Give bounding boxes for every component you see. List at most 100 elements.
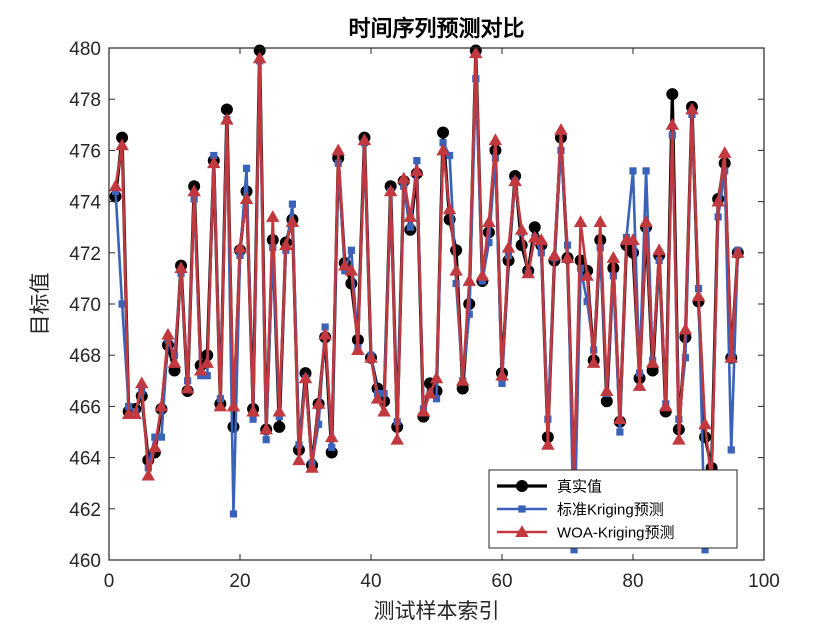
data-point-woa-kriging-pred xyxy=(226,399,241,412)
data-point-woa-kriging-pred xyxy=(626,233,640,245)
data-point-woa-kriging-pred xyxy=(573,215,588,228)
data-point-woa-kriging-pred xyxy=(403,210,418,222)
data-point-woa-kriging-pred xyxy=(357,133,372,146)
y-tick-label: 466 xyxy=(69,397,101,418)
data-point-woa-kriging-pred xyxy=(475,269,490,281)
data-point-kriging-pred xyxy=(727,446,735,454)
data-point-true-values xyxy=(437,126,450,139)
data-point-woa-kriging-pred xyxy=(449,263,463,276)
y-tick-label: 480 xyxy=(69,39,101,60)
data-point-woa-kriging-pred xyxy=(344,263,359,276)
data-point-true-values xyxy=(666,88,679,101)
data-point-woa-kriging-pred xyxy=(600,384,614,396)
data-point-true-values xyxy=(600,395,613,408)
series-line-woa-kriging-pred xyxy=(114,51,740,485)
data-point-woa-kriging-pred xyxy=(266,210,280,222)
data-point-woa-kriging-pred xyxy=(220,112,234,125)
data-point-woa-kriging-pred xyxy=(390,432,404,445)
data-point-woa-kriging-pred xyxy=(672,432,686,445)
data-point-kriging-pred xyxy=(157,433,166,441)
data-point-woa-kriging-pred xyxy=(239,192,254,204)
y-tick-label: 468 xyxy=(69,346,101,367)
data-point-woa-kriging-pred xyxy=(187,184,201,197)
data-point-woa-kriging-pred xyxy=(318,327,332,340)
data-point-woa-kriging-pred xyxy=(586,356,601,368)
data-point-woa-kriging-pred xyxy=(652,243,666,256)
data-point-woa-kriging-pred xyxy=(482,215,496,228)
data-point-woa-kriging-pred xyxy=(613,412,627,425)
legend-marker xyxy=(516,480,528,492)
data-point-woa-kriging-pred xyxy=(377,404,391,417)
data-point-woa-kriging-pred xyxy=(298,371,313,384)
data-point-kriging-pred xyxy=(288,200,297,208)
data-point-kriging-pred xyxy=(262,436,270,444)
data-point-woa-kriging-pred xyxy=(410,164,424,176)
data-point-woa-kriging-pred xyxy=(154,399,169,412)
data-point-woa-kriging-pred xyxy=(128,407,142,420)
data-point-kriging-pred xyxy=(242,164,251,172)
data-point-woa-kriging-pred xyxy=(429,371,444,384)
data-point-woa-kriging-pred xyxy=(331,143,345,156)
data-point-woa-kriging-pred xyxy=(338,258,352,271)
x-tick-label: 20 xyxy=(229,571,250,592)
data-point-woa-kriging-pred xyxy=(521,266,535,279)
data-point-woa-kriging-pred xyxy=(115,138,129,151)
data-point-woa-kriging-pred xyxy=(167,356,182,368)
data-point-woa-kriging-pred xyxy=(252,51,267,64)
y-tick-label: 478 xyxy=(69,90,101,111)
legend-marker xyxy=(515,525,529,537)
data-point-woa-kriging-pred xyxy=(246,404,260,417)
data-point-woa-kriging-pred xyxy=(423,386,437,399)
data-point-woa-kriging-pred xyxy=(324,430,339,443)
data-point-kriging-pred xyxy=(406,223,414,231)
series-layer xyxy=(108,44,745,554)
data-point-woa-kriging-pred xyxy=(665,117,680,130)
data-point-woa-kriging-pred xyxy=(135,376,149,389)
data-point-woa-kriging-pred xyxy=(541,437,555,450)
data-point-woa-kriging-pred xyxy=(724,350,738,363)
y-tick-label: 460 xyxy=(69,551,101,572)
data-point-woa-kriging-pred xyxy=(508,174,522,187)
data-point-woa-kriging-pred xyxy=(207,156,221,169)
data-point-woa-kriging-pred xyxy=(285,215,300,228)
x-axis-title: 测试样本索引 xyxy=(374,600,500,623)
y-tick-label: 470 xyxy=(69,295,101,316)
data-point-kriging-pred xyxy=(249,415,257,423)
data-point-kriging-pred xyxy=(583,297,591,306)
data-point-kriging-pred xyxy=(498,379,506,387)
data-point-woa-kriging-pred xyxy=(141,468,156,481)
data-point-woa-kriging-pred xyxy=(639,215,653,228)
data-point-woa-kriging-pred xyxy=(514,222,529,235)
data-point-woa-kriging-pred xyxy=(174,261,188,274)
data-point-woa-kriging-pred xyxy=(305,461,319,473)
data-point-woa-kriging-pred xyxy=(455,373,470,386)
data-point-woa-kriging-pred xyxy=(108,179,123,192)
data-point-kriging-pred xyxy=(413,157,421,165)
x-axis: 0 20 40 60 80 100 xyxy=(104,48,780,592)
data-point-woa-kriging-pred xyxy=(180,381,195,394)
x-tick-label: 100 xyxy=(748,571,780,592)
x-tick-label: 0 xyxy=(104,571,115,592)
data-point-woa-kriging-pred xyxy=(606,251,621,263)
data-point-kriging-pred xyxy=(229,510,238,518)
data-point-woa-kriging-pred xyxy=(193,363,208,376)
data-point-woa-kriging-pred xyxy=(554,123,568,135)
y-axis: 460 462 464 466 468 470 472 474 476 478 480 xyxy=(69,39,764,572)
y-tick-label: 476 xyxy=(69,141,101,162)
legend-item-kriging-pred: 标准Kriging预测 xyxy=(497,502,664,519)
data-point-woa-kriging-pred xyxy=(200,356,214,368)
data-point-woa-kriging-pred xyxy=(501,240,516,253)
chart-title: 时间序列预测对比 xyxy=(348,16,524,41)
data-point-woa-kriging-pred xyxy=(279,238,293,251)
data-point-kriging-pred xyxy=(432,395,441,403)
data-point-woa-kriging-pred xyxy=(560,251,575,263)
y-tick-label: 462 xyxy=(69,500,101,521)
x-tick-label: 40 xyxy=(360,571,381,592)
data-point-kriging-pred xyxy=(642,167,650,175)
data-point-woa-kriging-pred xyxy=(580,269,594,281)
data-point-woa-kriging-pred xyxy=(416,404,431,417)
data-point-woa-kriging-pred xyxy=(547,248,562,261)
data-point-woa-kriging-pred xyxy=(351,343,365,356)
